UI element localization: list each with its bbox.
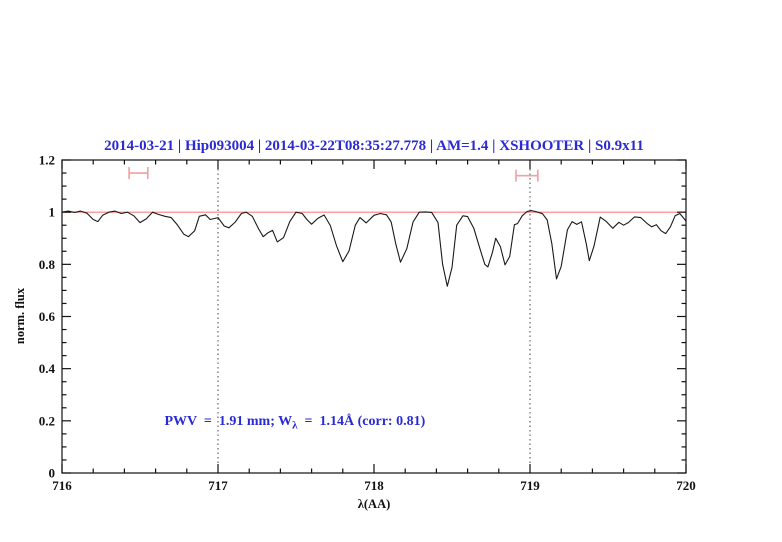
y-tick-label: 1 — [49, 205, 56, 220]
y-tick-label: 1.2 — [39, 153, 55, 168]
y-axis-label: norm. flux — [13, 287, 27, 344]
spectrum-curve — [61, 210, 687, 287]
x-tick-label: 718 — [364, 478, 384, 493]
pwv-annotation: PWV = 1.91 mm; Wλ = 1.14Å (corr: 0.81) — [140, 413, 443, 432]
x-tick-label: 719 — [520, 478, 540, 493]
x-tick-label: 720 — [676, 478, 696, 493]
pwv-annotation-suffix: = 1.14Å (corr: 0.81) — [298, 413, 426, 429]
x-tick-label: 716 — [52, 478, 72, 493]
y-tick-label: 0.8 — [39, 257, 56, 272]
chart-layer: 716 717 718 719 720 0 0.2 0.4 0.6 0.8 1 1.2 — [39, 153, 696, 494]
y-tick-label: 0.2 — [39, 413, 55, 428]
window-marker — [515, 169, 539, 182]
x-axis-label: λ(AA) — [358, 497, 391, 511]
chart-title: 2014-03-21 | Hip093004 | 2014-03-22T08:3… — [104, 138, 644, 154]
pwv-annotation-subscript: λ — [292, 420, 298, 432]
x-tick-label: 717 — [208, 478, 228, 493]
window-marker — [128, 167, 149, 180]
y-tick-label: 0.6 — [39, 309, 56, 324]
y-tick-label: 0 — [49, 466, 56, 481]
y-tick-label: 0.4 — [39, 361, 56, 376]
pwv-annotation-prefix: PWV = 1.91 mm; W — [165, 414, 293, 429]
